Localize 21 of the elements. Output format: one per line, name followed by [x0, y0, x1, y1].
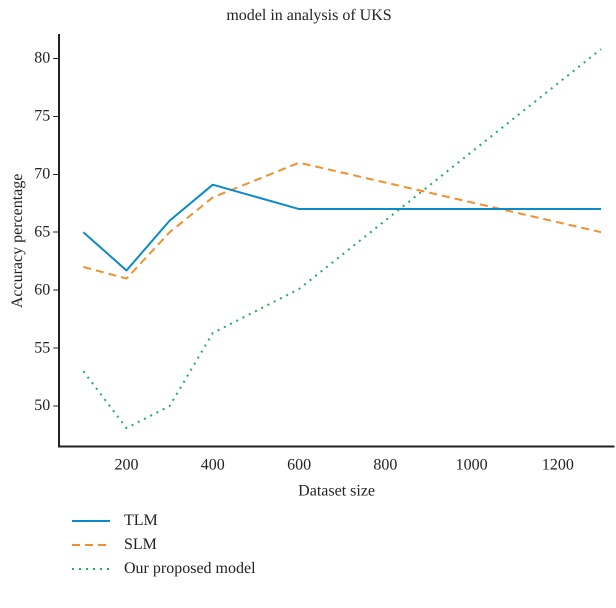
x-tick-label: 200 — [114, 456, 138, 474]
y-tick-label: 50 — [34, 397, 50, 414]
y-axis-title: Accuracy percentage — [8, 174, 26, 308]
x-tick-label: 1200 — [542, 456, 574, 474]
x-tick-label: 800 — [373, 456, 398, 474]
legend-label: TLM — [124, 512, 158, 530]
x-tick-label: 400 — [200, 456, 225, 474]
x-axis-title: Dataset size — [298, 482, 376, 500]
x-tick-label: 1000 — [456, 456, 488, 474]
x-tick-label: 600 — [287, 456, 312, 474]
line-series — [82, 48, 602, 430]
legend-label: Our proposed model — [124, 560, 256, 578]
y-tick-label: 55 — [34, 339, 50, 356]
line-series — [82, 162, 602, 280]
legend-label: SLM — [124, 536, 157, 554]
y-tick-label: 75 — [34, 108, 50, 125]
y-tick-label: 80 — [34, 50, 50, 67]
chart-title: model in analysis of UKS — [226, 6, 392, 24]
y-tick-label: 65 — [34, 223, 50, 240]
y-tick-label: 60 — [34, 281, 50, 298]
y-tick-label: 70 — [34, 165, 50, 182]
